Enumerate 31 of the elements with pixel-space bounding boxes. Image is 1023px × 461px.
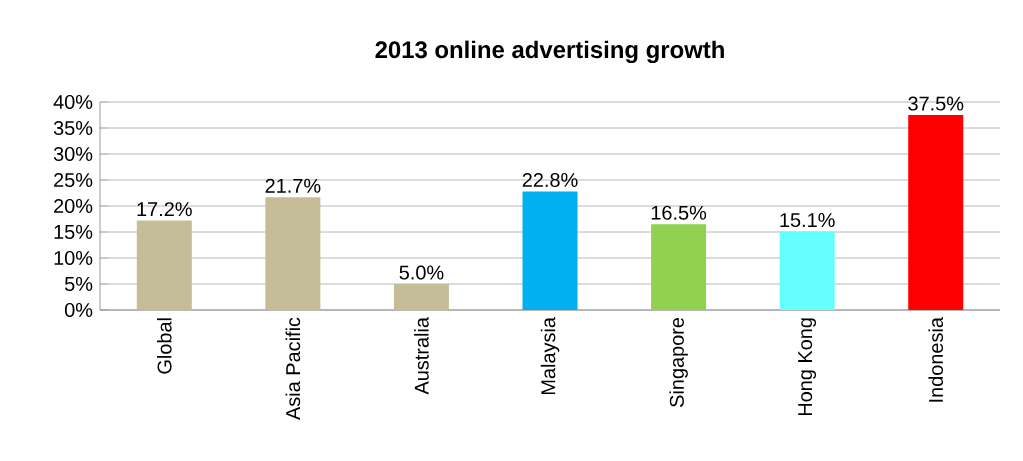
bar <box>779 231 835 310</box>
bar <box>265 197 321 310</box>
x-tick-label: Malaysia <box>540 317 560 395</box>
data-label: 17.2% <box>137 202 192 217</box>
y-tick-label: 30% <box>53 146 93 162</box>
bar <box>393 284 449 310</box>
y-tick-label: 25% <box>54 172 93 188</box>
x-tick-label: Indonesia <box>928 317 944 402</box>
y-tick-label: 5% <box>64 276 93 291</box>
data-label: 22.8% <box>522 172 578 188</box>
data-label: 37.5% <box>908 96 964 111</box>
x-tick-label: Australia <box>414 317 429 395</box>
y-tick-label: 35% <box>53 120 93 136</box>
y-tick-label: 20% <box>54 198 93 214</box>
data-label: 15.1% <box>780 213 835 228</box>
data-label: 21.7% <box>265 178 321 193</box>
data-label: 16.5% <box>651 205 707 220</box>
y-tick-label: 0% <box>64 302 93 318</box>
bar <box>522 191 578 310</box>
x-tick-label: Singapore <box>669 317 688 407</box>
chart-title: 2013 online advertising growth <box>375 40 724 63</box>
bar <box>908 115 964 310</box>
bar <box>136 220 192 310</box>
y-tick-label: 15% <box>54 224 93 239</box>
y-tick-label: 10% <box>54 250 93 266</box>
y-tick-label: 40% <box>53 94 93 110</box>
x-tick-label: Global <box>156 318 172 374</box>
x-tick-label: Asia Pacific <box>285 317 301 420</box>
data-label: 5.0% <box>399 265 444 280</box>
bar <box>651 224 707 310</box>
x-tick-label: Hong Kong <box>798 318 817 416</box>
